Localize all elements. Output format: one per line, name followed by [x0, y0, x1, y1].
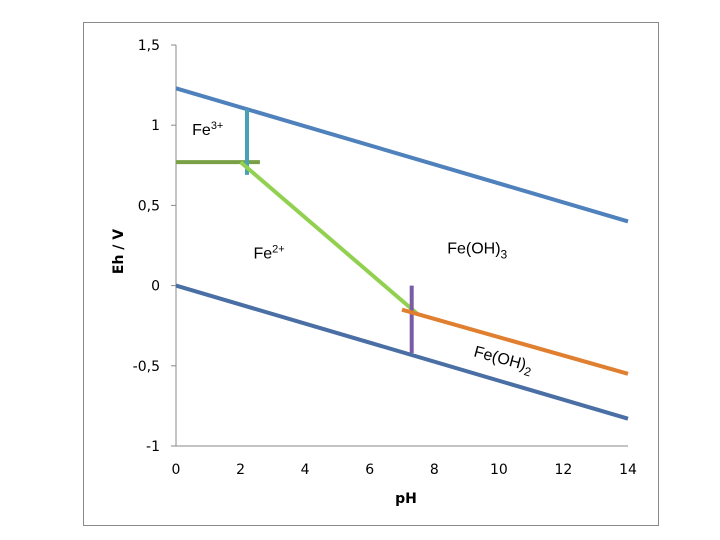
x-axis-label: pH	[395, 491, 417, 507]
series-line-5	[239, 160, 420, 317]
x-tick-label: 12	[555, 462, 573, 478]
x-tick-label: 2	[236, 462, 245, 478]
series-line-1	[175, 86, 629, 224]
y-tick-label: -0,5	[133, 359, 160, 375]
y-tick-label: 0,5	[138, 198, 160, 214]
series-line-7	[401, 307, 629, 376]
x-tick-label: 6	[365, 462, 374, 478]
species-label-2: Fe2+	[253, 243, 284, 262]
species-label-3: Fe(OH)3	[447, 241, 507, 262]
series-line-2	[175, 283, 629, 421]
y-tick-label: 0	[151, 279, 160, 295]
x-tick-label: 14	[619, 462, 637, 478]
x-tick-label: 8	[430, 462, 439, 478]
chart-frame	[83, 22, 659, 526]
y-tick-label: 1	[151, 118, 160, 134]
x-tick-label: 10	[490, 462, 508, 478]
y-tick-label: -1	[146, 439, 160, 455]
x-tick-label: 0	[172, 462, 181, 478]
y-tick-label: 1,5	[138, 38, 160, 54]
x-tick-label: 4	[301, 462, 310, 478]
species-label-1: Fe3+	[192, 120, 223, 139]
y-axis-label: Eh / V	[111, 229, 127, 274]
